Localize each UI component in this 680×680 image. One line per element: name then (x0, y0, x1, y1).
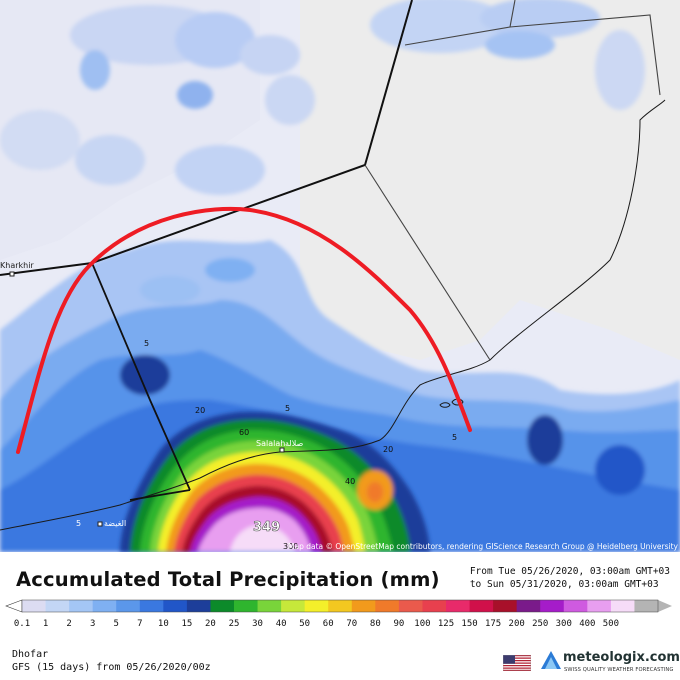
model-label: GFS (15 days) from 05/26/2020/00z (12, 662, 211, 673)
place-label-west-town[interactable]: الغيضة (104, 519, 126, 528)
legend-tick-label: 60 (323, 619, 334, 628)
place-label-kharkhir[interactable]: Kharkhir (0, 261, 34, 270)
contour-label-300: 300 (283, 542, 298, 551)
contour-label-20: 20 (195, 406, 205, 415)
max-precip-value: 349 (253, 520, 280, 535)
legend-tick-label: 90 (393, 619, 404, 628)
legend-tick-label: 2 (66, 619, 71, 628)
legend-swatch (540, 600, 565, 612)
legend-swatch (469, 600, 494, 612)
storm-track-line (16, 206, 472, 454)
legend-swatch (446, 600, 471, 612)
legend-tick-label: 175 (485, 619, 501, 628)
legend-swatch (304, 600, 329, 612)
legend-swatch (610, 600, 635, 612)
legend-tick-label: 20 (205, 619, 216, 628)
legend-swatch (257, 600, 282, 612)
us-flag-icon[interactable] (502, 654, 532, 672)
legend-swatch (186, 600, 211, 612)
legend-tick-label: 250 (532, 619, 548, 628)
legend-swatch (69, 600, 94, 612)
place-label-salalah-arabic: صلالة (285, 439, 304, 448)
heavy-precip-core (120, 411, 430, 552)
legend-swatch (116, 600, 141, 612)
brand-name: meteologix.com (563, 650, 680, 665)
contour-label-60: 60 (239, 428, 249, 437)
legend-swatch (563, 600, 588, 612)
color-legend: 0.1 1 2 3 5 7 10 15 20 25 30 40 50 60 70 80 90 100 125 150 1… (0, 594, 680, 629)
legend-swatch (422, 600, 447, 612)
legend-swatch (139, 600, 164, 612)
legend-swatch (92, 600, 117, 612)
legend-tick-label: 15 (181, 619, 192, 628)
contour-label-40: 40 (345, 477, 355, 486)
legend-swatch (587, 600, 612, 612)
legend-swatch (398, 600, 423, 612)
chart-title: Accumulated Total Precipitation (mm) (16, 568, 440, 591)
legend-tick-label: 10 (158, 619, 169, 628)
coastline (0, 99, 666, 531)
contour-label-5: 5 (76, 519, 81, 528)
legend-tick-label: 300 (556, 619, 572, 628)
legend-tick-label: 1 (43, 619, 48, 628)
legend-tick-label: 70 (346, 619, 357, 628)
period-to: to Sun 05/31/2020, 03:00am GMT+03 (469, 579, 659, 590)
region-label: Dhofar (12, 649, 49, 660)
precipitation-map[interactable]: 5 5 5 5 20 20 40 60 300 349 Kharkhir Sal… (0, 0, 680, 552)
brand-tagline: SWISS QUALITY WEATHER FORECASTING (564, 667, 674, 673)
place-label-salalah[interactable]: Salalah (256, 439, 285, 448)
contour-label-5: 5 (144, 339, 149, 348)
legend-tick-label: 25 (229, 619, 240, 628)
borders (0, 0, 661, 501)
legend-tick-label: 5 (114, 619, 119, 628)
legend-swatch (351, 600, 376, 612)
legend-swatch (45, 600, 70, 612)
place-marker[interactable] (97, 521, 103, 527)
legend-swatch (210, 600, 235, 612)
contour-label-5: 5 (285, 404, 290, 413)
legend-tick-label: 3 (90, 619, 95, 628)
legend-tick-label: 80 (370, 619, 381, 628)
contour-label-20: 20 (383, 445, 393, 454)
legend-tick-label: 125 (438, 619, 454, 628)
land-area-west (0, 0, 260, 260)
place-marker[interactable] (9, 271, 15, 277)
legend-swatch (281, 600, 306, 612)
land-area (300, 0, 680, 360)
contour-label-5: 5 (452, 433, 457, 442)
legend-bar: 0.1 1 2 3 5 7 10 15 20 25 30 40 50 60 70 80 90 100 125 150 1… (5, 599, 672, 629)
island-icon (439, 398, 464, 408)
map-attribution: Map data © OpenStreetMap contributors, r… (288, 542, 678, 551)
info-panel: Accumulated Total Precipitation (mm) Fro… (0, 552, 680, 680)
meteologix-logo-icon (541, 651, 561, 669)
legend-low-arrow (5, 599, 23, 613)
brand-logo[interactable]: meteologix.com SWISS QUALITY WEATHER FOR… (541, 649, 680, 677)
legend-tick-label: 50 (299, 619, 310, 628)
legend-swatch (493, 600, 518, 612)
period-from: From Tue 05/26/2020, 03:00am GMT+03 (469, 566, 670, 577)
light-precip-patches (0, 0, 645, 195)
legend-swatch (516, 600, 541, 612)
legend-swatch (375, 600, 400, 612)
legend-tick-label: 7 (137, 619, 142, 628)
legend-tick-label: 150 (461, 619, 477, 628)
legend-swatch (328, 600, 353, 612)
legend-swatch (22, 600, 47, 612)
legend-tick-label: 30 (252, 619, 263, 628)
legend-tick-label: 200 (509, 619, 525, 628)
legend-tick-label: 400 (579, 619, 595, 628)
legend-tick-label: 100 (414, 619, 430, 628)
legend-swatch (234, 600, 259, 612)
place-marker[interactable] (279, 447, 285, 453)
legend-outline (21, 599, 659, 613)
legend-tick-label: 500 (603, 619, 619, 628)
legend-tick-label: 0.1 (14, 619, 30, 628)
legend-swatch (634, 600, 672, 612)
forecast-period: From Tue 05/26/2020, 03:00am GMT+03 to S… (470, 565, 670, 591)
legend-tick-label: 40 (276, 619, 287, 628)
legend-swatch (163, 600, 188, 612)
